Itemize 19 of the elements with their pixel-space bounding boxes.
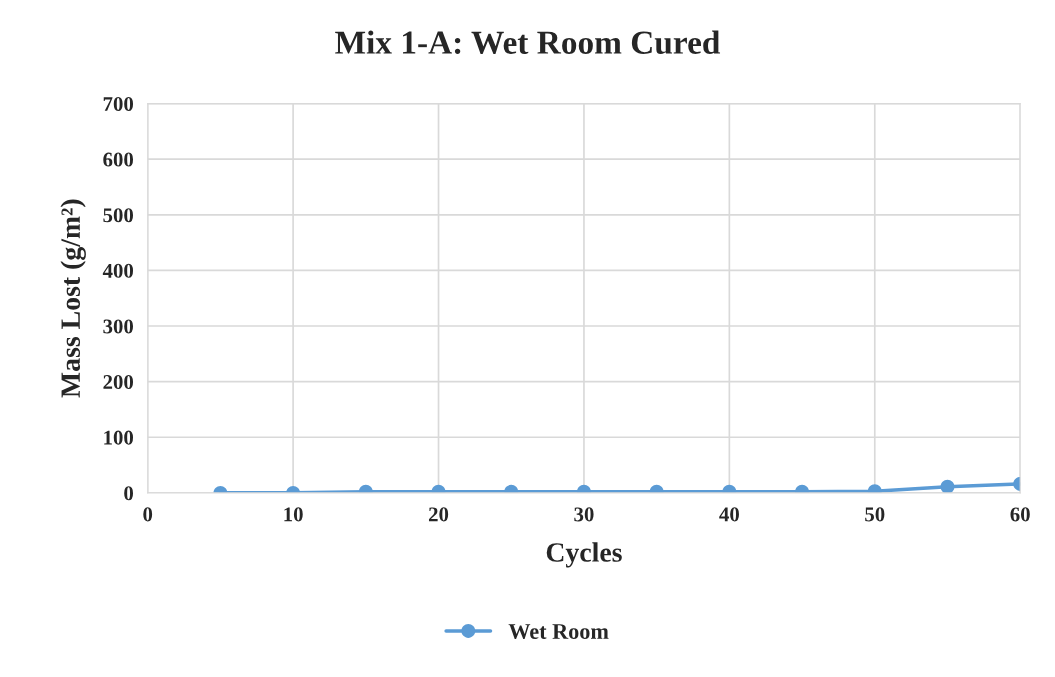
x-tick-label: 50	[865, 507, 885, 522]
legend-label: Wet Room	[508, 624, 609, 640]
x-axis-title: Cycles	[546, 542, 622, 568]
y-tick-label: 600	[103, 152, 134, 167]
x-tick-label: 40	[719, 507, 739, 522]
x-tick-label: 10	[284, 507, 303, 522]
x-tick-label: 60	[1010, 507, 1030, 522]
y-tick-label: 500	[103, 208, 134, 223]
y-tick-label: 200	[103, 375, 134, 390]
x-tick-label: 0	[143, 507, 153, 522]
chart-title: Mix 1-A: Wet Room Cured	[335, 30, 721, 55]
y-tick-label: 400	[102, 263, 134, 278]
y-axis-title: Mass Lost (g/m²)	[60, 199, 86, 398]
y-tick-label: 0	[124, 486, 134, 501]
y-tick-label: 300	[103, 319, 134, 334]
x-tick-label: 20	[428, 507, 449, 522]
x-tick-label: 30	[574, 507, 594, 522]
y-tick-label: 100	[104, 430, 134, 445]
y-tick-label: 700	[103, 96, 134, 112]
